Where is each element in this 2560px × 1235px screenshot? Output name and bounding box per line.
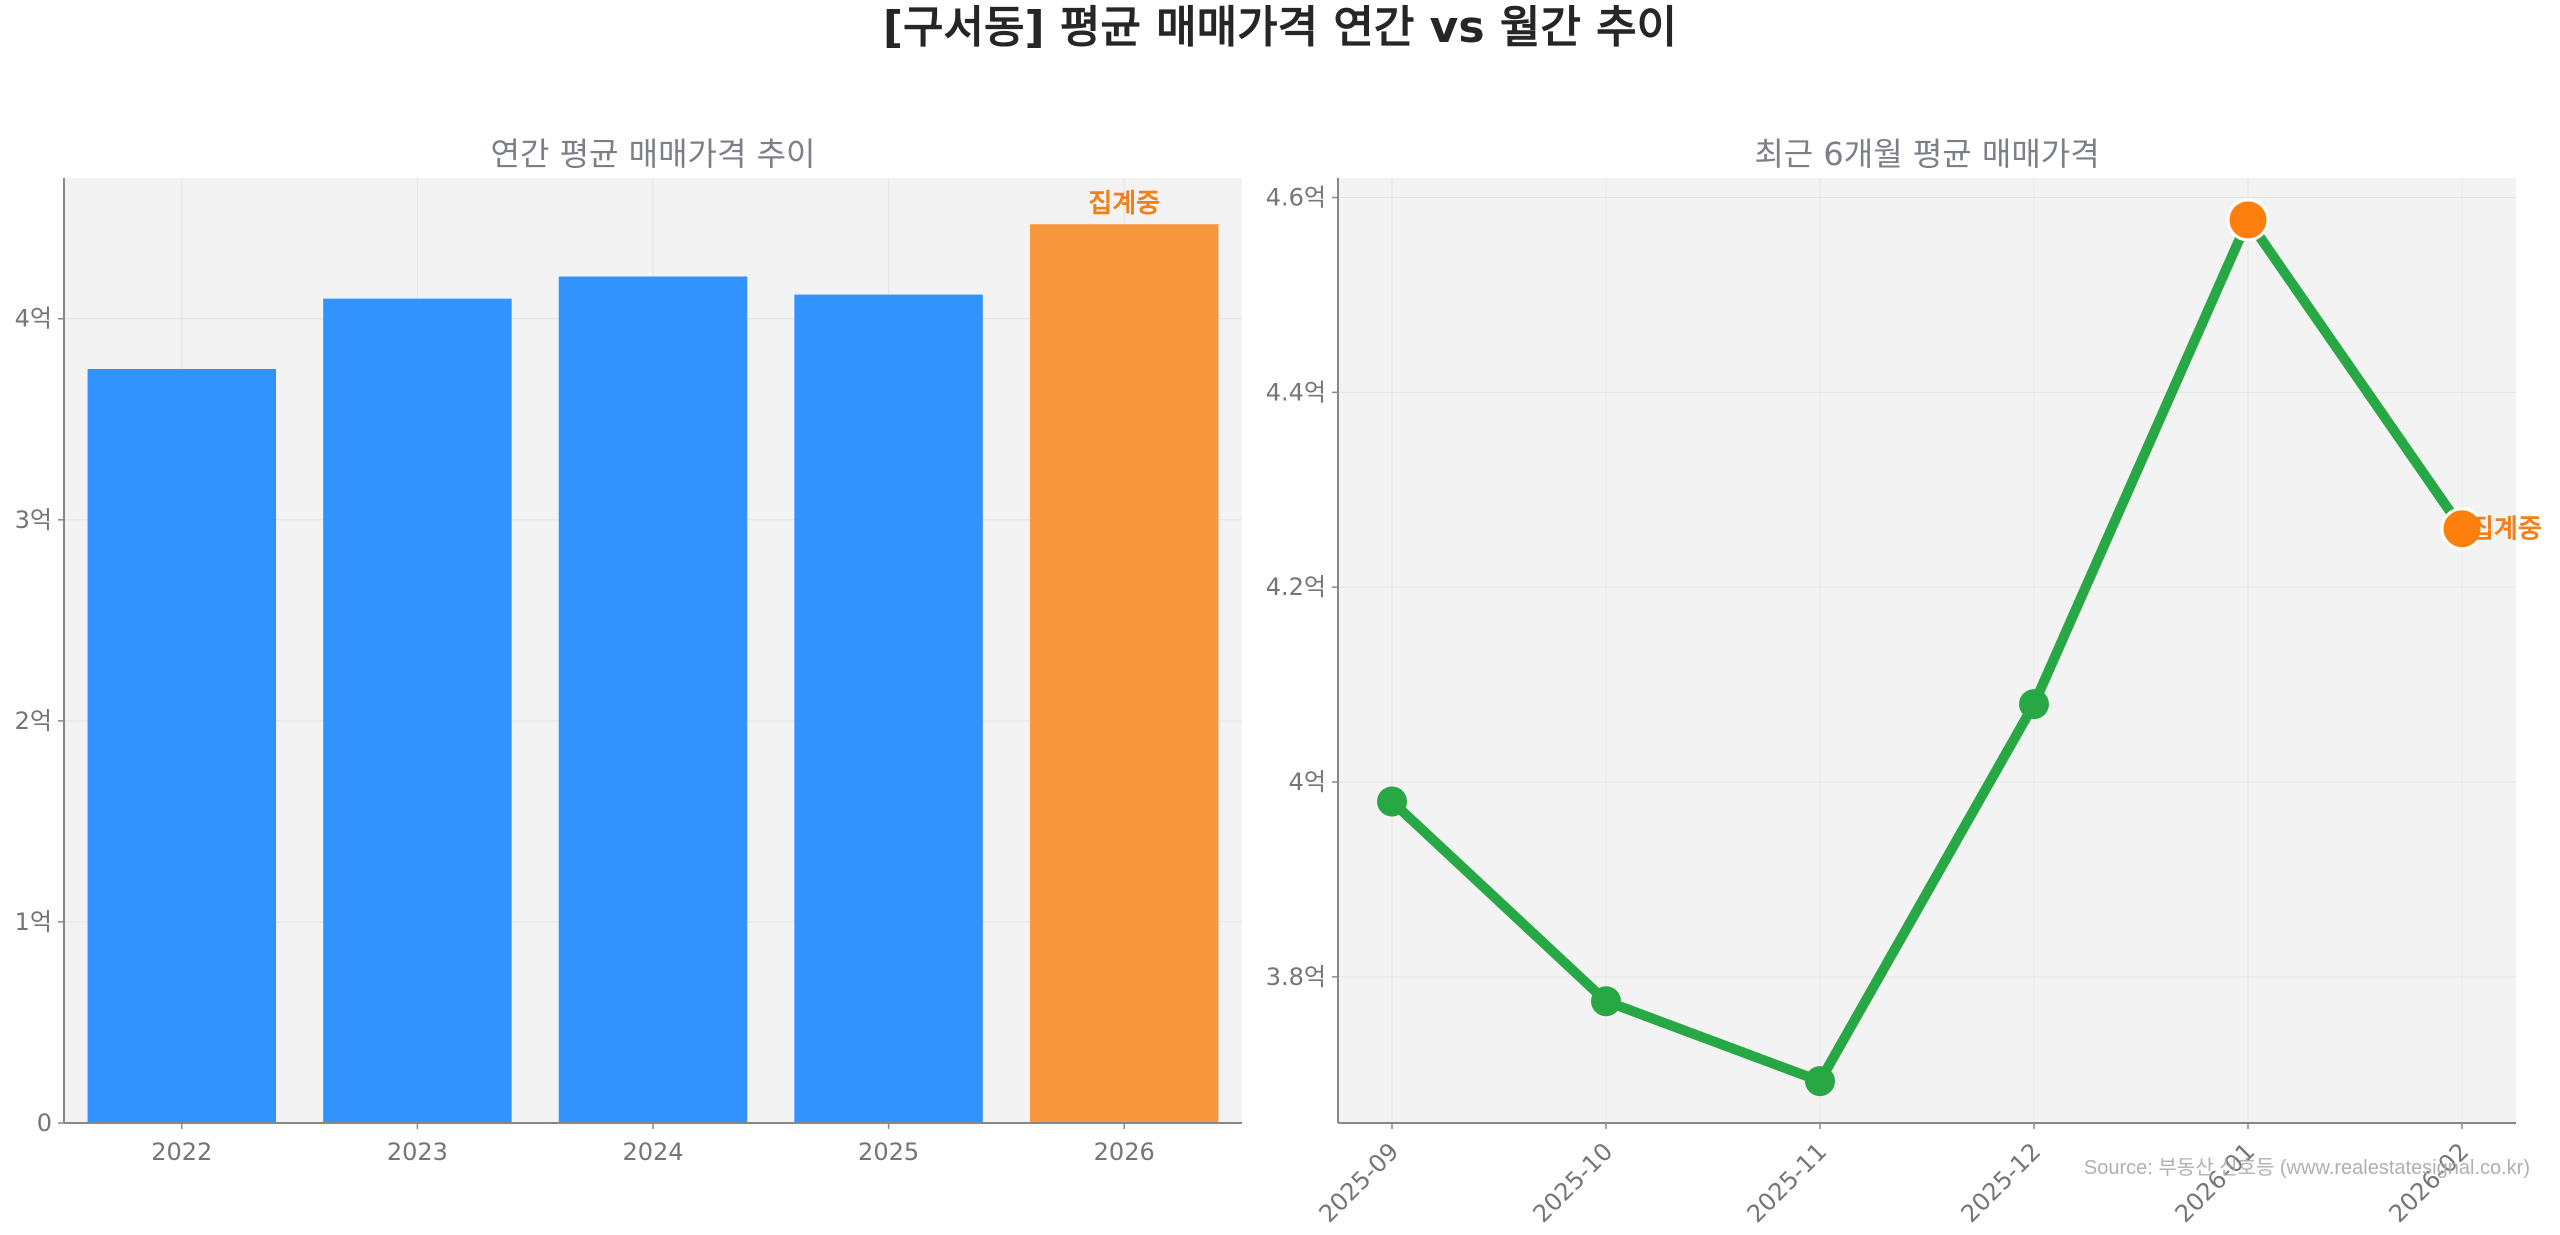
plot-area (1338, 178, 2516, 1123)
x-tick-label: 2026-02 (2384, 1137, 2475, 1228)
x-tick-label: 2026 (1094, 1138, 1155, 1166)
chart-title: 연간 평균 매매가격 추이 (491, 135, 816, 173)
bar (87, 369, 277, 1124)
source-note: Source: 부동산 신호등 (www.realestatesignal.co… (2084, 1156, 2530, 1179)
x-tick-label: 2026-01 (2170, 1137, 2261, 1228)
y-tick-label: 2억 (15, 707, 52, 735)
highlight-label: 집계중 (1088, 189, 1160, 219)
price-series-line (1387, 214, 2467, 1087)
monthly-price-line-chart: 최근 6개월 평균 매매가격 3.8억 4억 4.2억 4.4억 4.6억 2025-09 2… (1266, 135, 2542, 1228)
data-point (2019, 689, 2049, 720)
y-tick-label: 1억 (15, 908, 52, 936)
data-point-highlight (2440, 507, 2484, 551)
x-tick-label: 2025-10 (1528, 1137, 1619, 1228)
x-tick-label: 2025-09 (1314, 1137, 1405, 1228)
bar (558, 276, 748, 1124)
x-tick-label: 2025 (858, 1138, 919, 1166)
bar (323, 298, 512, 1123)
x-tick-label: 2023 (387, 1138, 448, 1166)
data-point (1591, 986, 1621, 1017)
y-tick-label: 3억 (15, 506, 52, 534)
y-tick-label: 4.6억 (1266, 183, 1326, 211)
x-tick-label: 2022 (151, 1138, 212, 1166)
x-tick-label: 2024 (622, 1138, 683, 1166)
y-tick-label: 3.8억 (1266, 963, 1326, 991)
annual-price-bar-chart: 연간 평균 매매가격 추이 0 1억 2억 3억 4억 2022 2023 2024 2025 20… (15, 135, 1242, 1166)
y-tick-label: 0 (37, 1109, 52, 1137)
data-point-highlight (2226, 198, 2270, 242)
highlight-label: 집계중 (2470, 515, 2542, 545)
x-tick-label: 2025-11 (1742, 1137, 1833, 1228)
x-tick-label: 2025-12 (1956, 1137, 2047, 1228)
chart-title: 최근 6개월 평균 매매가격 (1754, 135, 2099, 173)
y-tick-label: 4억 (15, 305, 52, 333)
y-tick-label: 4.2억 (1266, 573, 1326, 601)
bar (794, 294, 983, 1123)
y-tick-label: 4억 (1289, 768, 1326, 796)
y-tick-label: 4.4억 (1266, 378, 1326, 406)
bar-2026-highlight (1029, 224, 1219, 1123)
data-point (1377, 786, 1407, 817)
main-title: [구서동] 평균 매매가격 연간 vs 월간 추이 (883, 2, 1677, 53)
data-point (1805, 1066, 1835, 1097)
